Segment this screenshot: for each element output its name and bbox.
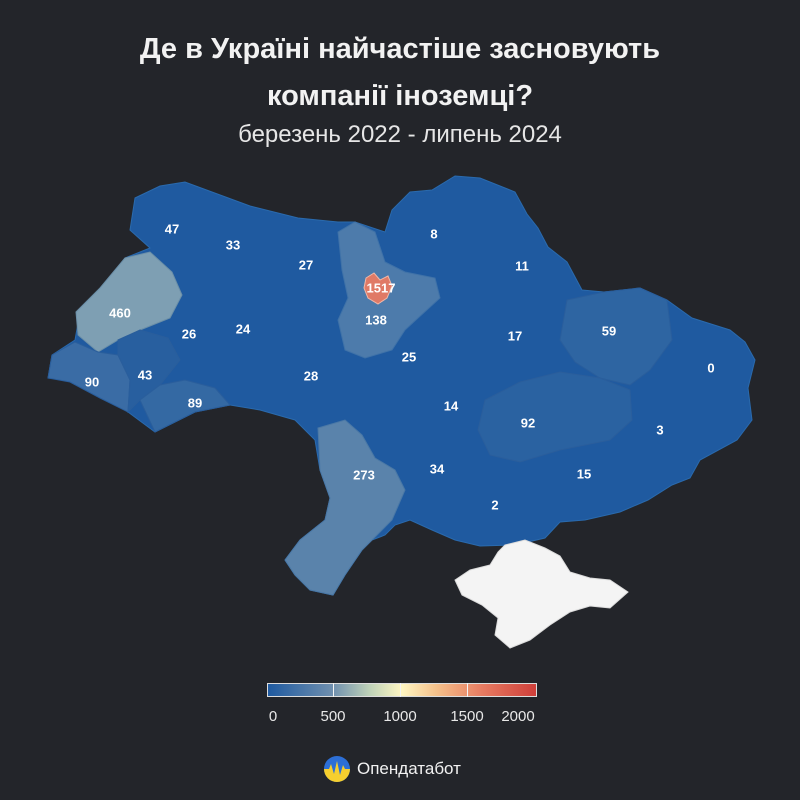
label-kirovohrad: 14 xyxy=(444,399,459,414)
region-odesa[interactable] xyxy=(284,419,406,596)
label-cherkasy: 25 xyxy=(402,350,416,365)
legend-label-1500: 1500 xyxy=(450,708,484,725)
legend-label-2000: 2000 xyxy=(501,708,535,725)
label-kherson: 2 xyxy=(491,498,498,513)
legend-label-1000: 1000 xyxy=(383,708,417,725)
label-kyiv-oblast: 138 xyxy=(365,313,387,328)
color-scale-legend xyxy=(267,683,537,697)
map-title: Де в Україні найчастіше засновують компа… xyxy=(0,26,800,120)
label-chernihiv: 8 xyxy=(430,227,437,242)
legend-tick xyxy=(467,683,468,697)
brand: Опендатабот xyxy=(323,754,461,784)
legend-label-500: 500 xyxy=(320,708,346,725)
label-dnipropetrovsk: 92 xyxy=(521,416,535,431)
label-ivano-frankivsk: 43 xyxy=(138,368,152,383)
label-zaporizhzhia: 15 xyxy=(577,467,591,482)
label-lviv: 460 xyxy=(109,306,131,321)
region-dnipropetrovsk[interactable] xyxy=(477,371,633,463)
label-odesa: 273 xyxy=(353,468,375,483)
region-crimea xyxy=(454,539,629,649)
label-chernivtsi: 89 xyxy=(188,396,202,411)
label-volyn: 47 xyxy=(165,222,179,237)
label-kyiv-city: 1517 xyxy=(367,281,396,296)
title-line-1: Де в Україні найчастіше засновують xyxy=(139,33,661,65)
brand-name: Опендатабот xyxy=(357,759,461,778)
label-rivne: 33 xyxy=(226,238,240,253)
label-kharkiv: 59 xyxy=(602,324,616,339)
region-kharkiv[interactable] xyxy=(559,287,673,386)
region-chernivtsi[interactable] xyxy=(139,379,231,433)
legend-label-0: 0 xyxy=(268,708,278,725)
label-mykolaiv: 34 xyxy=(430,462,445,477)
label-poltava: 17 xyxy=(508,329,522,344)
legend-tick xyxy=(400,683,401,697)
label-zakarpattia: 90 xyxy=(85,375,99,390)
map-subtitle: березень 2022 - липень 2024 xyxy=(238,121,562,148)
legend-tick xyxy=(333,683,334,697)
title-line-2: компанії іноземці? xyxy=(266,80,534,112)
label-vinnytsia: 28 xyxy=(304,369,318,384)
label-ternopil: 26 xyxy=(182,327,196,342)
region-kyiv-city[interactable] xyxy=(363,272,393,305)
label-sumy: 11 xyxy=(515,259,529,274)
label-donetsk: 3 xyxy=(656,423,663,438)
label-zhytomyr: 27 xyxy=(299,258,313,273)
opendatabot-logo-icon xyxy=(324,756,350,782)
label-khmelnytskyi: 24 xyxy=(236,322,251,337)
label-luhansk: 0 xyxy=(707,361,714,376)
